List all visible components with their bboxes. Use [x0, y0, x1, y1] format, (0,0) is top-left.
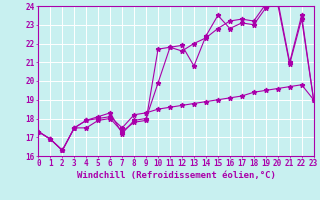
- X-axis label: Windchill (Refroidissement éolien,°C): Windchill (Refroidissement éolien,°C): [76, 171, 276, 180]
